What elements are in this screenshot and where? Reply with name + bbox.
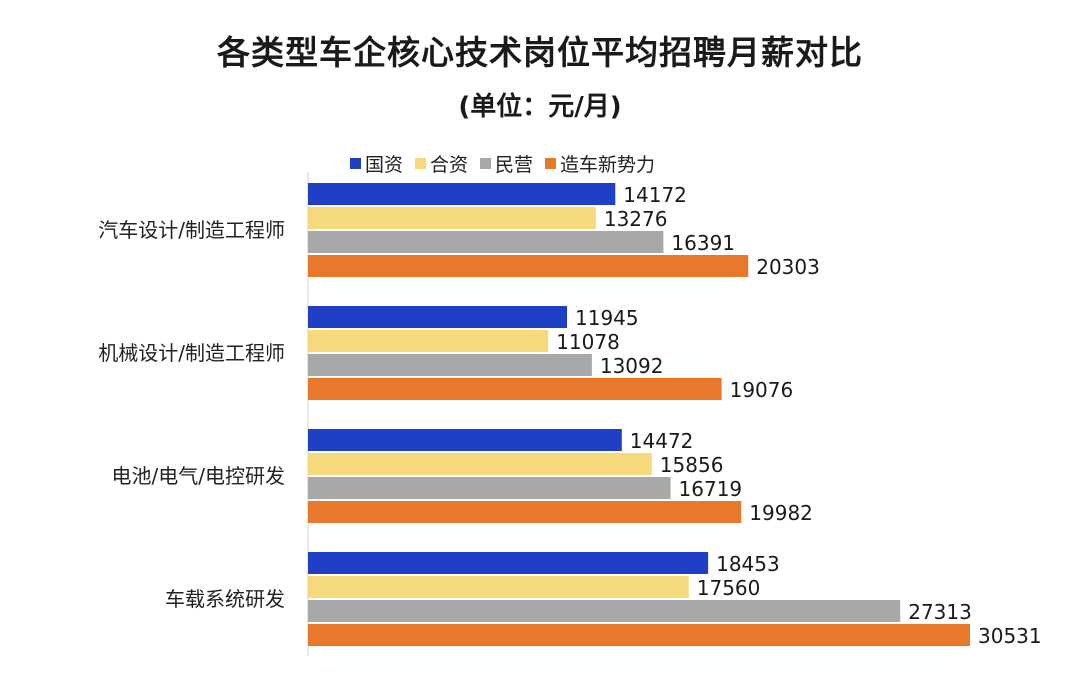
legend-item-hezi: 合资	[415, 150, 468, 177]
data-label: 19982	[749, 501, 813, 525]
bar	[308, 552, 709, 574]
data-label: 19076	[730, 378, 794, 402]
category-label: 车载系统研发	[165, 587, 285, 611]
data-label: 27313	[908, 600, 972, 624]
data-label: 30531	[978, 624, 1042, 648]
bar	[308, 453, 652, 475]
bar	[308, 624, 970, 646]
bar	[308, 477, 671, 499]
legend-label-minying: 民营	[495, 153, 534, 176]
data-label: 11078	[556, 330, 620, 354]
data-label: 20303	[756, 255, 820, 279]
legend-label-xinshili: 造车新势力	[560, 153, 656, 176]
chart-subtitle: (单位：元/月)	[458, 92, 622, 122]
bar	[308, 378, 722, 400]
bar	[308, 330, 549, 352]
data-label: 15856	[660, 453, 724, 477]
bar	[308, 501, 742, 523]
bar	[308, 255, 749, 277]
data-label: 13276	[604, 207, 668, 231]
data-label: 14472	[630, 429, 694, 453]
data-label: 16719	[679, 477, 743, 501]
category-label: 电池/电气/电控研发	[112, 464, 285, 488]
data-label: 14172	[623, 183, 687, 207]
category-label: 机械设计/制造工程师	[98, 341, 285, 365]
bar	[308, 306, 568, 328]
legend-label-hezi: 合资	[430, 153, 469, 176]
bar	[308, 207, 596, 229]
legend-item-xinshili: 造车新势力	[545, 150, 655, 177]
chart-legend: 国资 合资 民营 造车新势力	[350, 148, 655, 178]
data-label: 13092	[600, 354, 664, 378]
bar	[308, 231, 664, 253]
legend-swatch-guozi	[350, 157, 361, 169]
chart-title: 各类型车企核心技术岗位平均招聘月薪对比	[217, 33, 863, 72]
legend-item-minying: 民营	[480, 150, 533, 177]
bar	[308, 576, 689, 598]
data-label: 16391	[671, 231, 735, 255]
category-label: 汽车设计/制造工程师	[98, 218, 285, 242]
bar	[308, 354, 592, 376]
legend-swatch-minying	[480, 157, 492, 169]
bar	[308, 600, 901, 622]
bar	[308, 183, 616, 205]
legend-item-guozi: 国资	[350, 150, 403, 177]
legend-swatch-xinshili	[545, 157, 557, 169]
data-label: 18453	[716, 552, 780, 576]
bar	[308, 429, 622, 451]
legend-label-guozi: 国资	[365, 153, 404, 176]
data-label: 17560	[697, 576, 761, 600]
legend-swatch-hezi	[415, 157, 427, 169]
data-label: 11945	[575, 306, 639, 330]
